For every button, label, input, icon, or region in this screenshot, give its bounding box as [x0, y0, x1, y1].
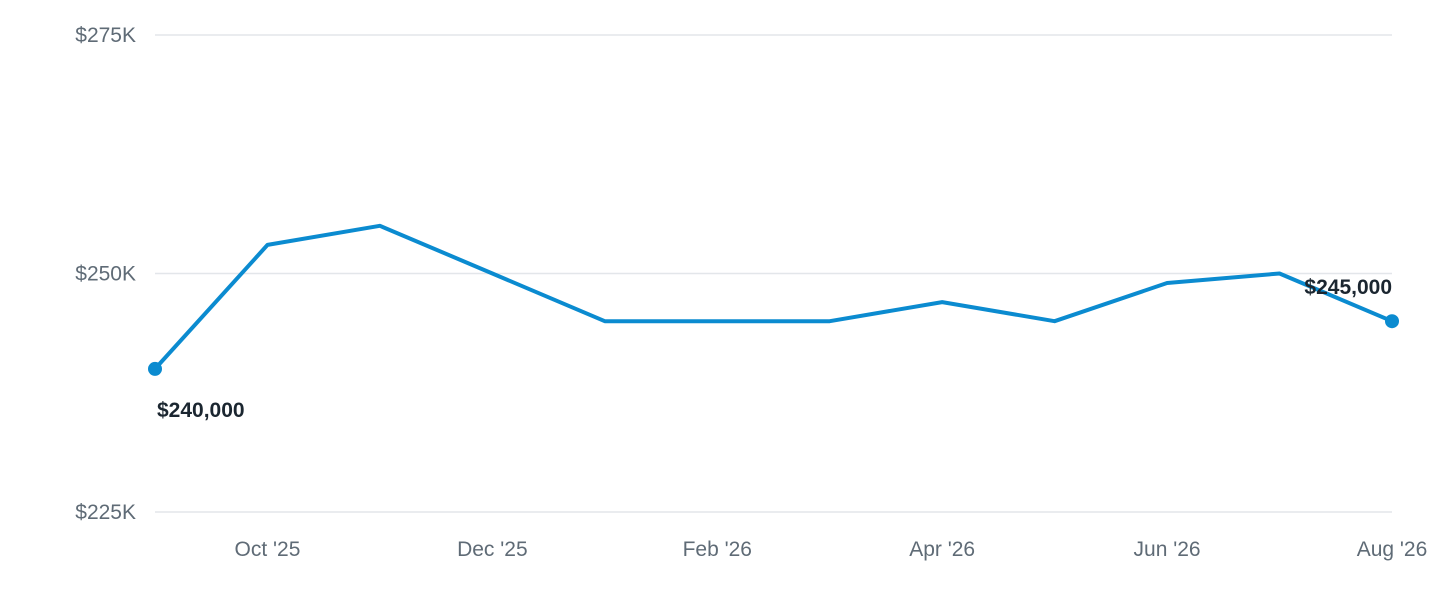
y-tick-label: $275K	[75, 24, 136, 47]
series-line	[153, 223, 1394, 371]
series-layer	[148, 223, 1399, 376]
data-label-layer: $240,000 $245,000	[157, 276, 1392, 422]
y-tick-label: $250K	[75, 263, 136, 286]
start-point-marker	[148, 361, 162, 376]
y-tick-label: $225K	[75, 501, 136, 524]
x-tick-label: Dec '25	[457, 538, 528, 561]
x-tick-label: Feb '26	[683, 538, 752, 561]
x-tick-label: Oct '25	[235, 538, 301, 561]
x-tick-label: Aug '26	[1357, 538, 1428, 561]
data-label: $240,000	[157, 399, 245, 422]
y-axis: $275K $250K $225K	[75, 24, 136, 524]
end-point-marker	[1385, 314, 1399, 329]
data-label: $245,000	[1304, 276, 1392, 299]
x-tick-label: Apr '26	[909, 538, 975, 561]
x-axis: Oct '25 Dec '25 Feb '26 Apr '26 Jun '26 Aug '…	[235, 538, 1428, 561]
x-tick-label: Jun '26	[1134, 538, 1201, 561]
grid-layer	[155, 34, 1392, 513]
